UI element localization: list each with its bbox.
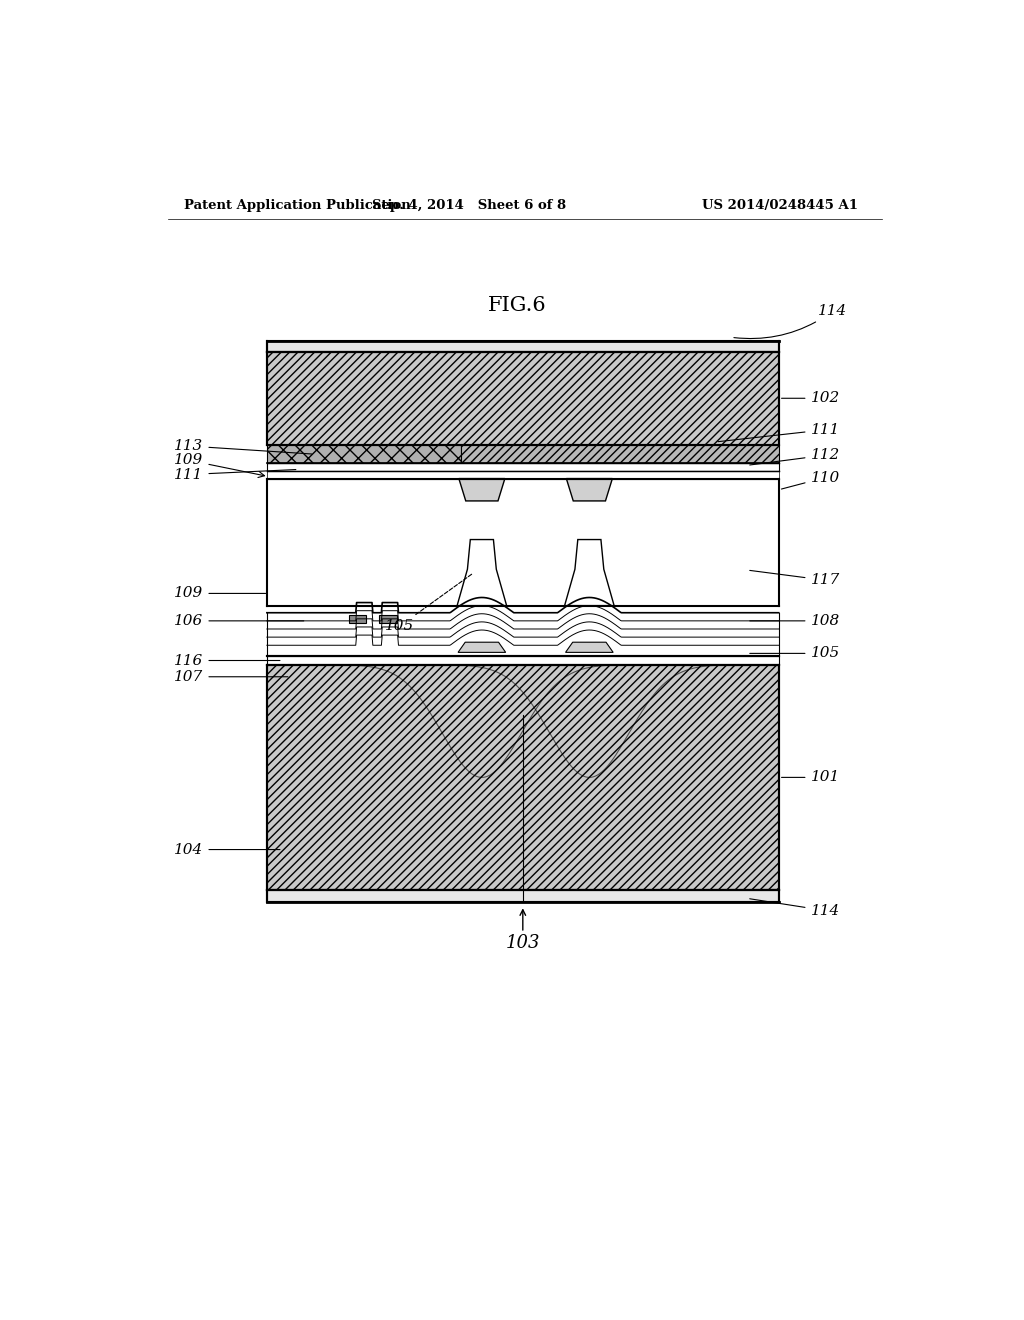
Text: 103: 103: [506, 935, 540, 952]
Text: 109: 109: [174, 453, 264, 478]
Text: Sep. 4, 2014   Sheet 6 of 8: Sep. 4, 2014 Sheet 6 of 8: [372, 198, 566, 211]
Bar: [462, 445, 778, 463]
Polygon shape: [459, 479, 505, 500]
Text: Patent Application Publication: Patent Application Publication: [183, 198, 411, 211]
Polygon shape: [565, 643, 613, 652]
Polygon shape: [566, 479, 612, 500]
Bar: [267, 606, 778, 612]
Text: 109: 109: [174, 586, 265, 601]
Bar: [267, 890, 778, 903]
Text: 114: 114: [734, 304, 848, 338]
Text: 105: 105: [385, 574, 472, 634]
Bar: [267, 479, 778, 606]
Text: 104: 104: [174, 842, 280, 857]
Text: 114: 114: [750, 899, 840, 917]
Bar: [267, 471, 778, 479]
Text: US 2014/0248445 A1: US 2014/0248445 A1: [702, 198, 858, 211]
Bar: [349, 615, 367, 623]
Text: 116: 116: [174, 653, 280, 668]
Polygon shape: [564, 540, 614, 606]
Text: 117: 117: [750, 570, 840, 587]
Bar: [267, 664, 778, 890]
Text: 102: 102: [781, 391, 840, 405]
Text: 108: 108: [750, 614, 840, 628]
Text: 107: 107: [174, 669, 288, 684]
Text: 105: 105: [750, 647, 840, 660]
Text: 101: 101: [781, 771, 840, 784]
Bar: [267, 445, 462, 463]
Text: 106: 106: [174, 614, 304, 628]
Bar: [380, 615, 397, 623]
Text: 111: 111: [174, 467, 296, 482]
Bar: [267, 463, 778, 471]
Text: 113: 113: [174, 440, 311, 454]
Text: 111: 111: [718, 422, 840, 442]
Text: 112: 112: [750, 449, 840, 465]
Bar: [267, 342, 778, 351]
Polygon shape: [458, 643, 506, 652]
Bar: [267, 656, 778, 664]
Polygon shape: [457, 540, 507, 606]
Text: 110: 110: [781, 470, 840, 488]
Text: FIG.6: FIG.6: [487, 296, 546, 315]
Bar: [267, 351, 778, 445]
